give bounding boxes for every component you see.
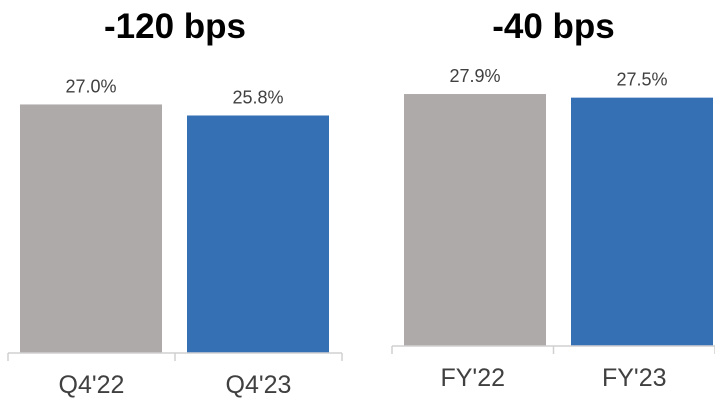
bar-fy-23 (571, 97, 713, 346)
bar-q4-23 (187, 115, 329, 354)
data-label-q4-22: 27.0% (65, 76, 116, 96)
data-label-fy-23: 27.5% (616, 70, 667, 90)
chart-panel-full-year: -40 bps 27.9% FY'22 27.5% FY'23 (391, 7, 715, 392)
tick-label-fy-23: FY'23 (602, 364, 667, 392)
chart-panel-quarter: -120 bps 27.0% Q4'22 25.8% Q4'23 (7, 7, 343, 399)
bar-fy-22 (404, 94, 546, 346)
bar-q4-22 (20, 104, 162, 353)
data-label-q4-23: 25.8% (232, 87, 283, 107)
data-label-fy-22: 27.9% (449, 66, 500, 86)
tick-label-fy-22: FY'22 (440, 364, 505, 392)
tick-label-q4-22: Q4'22 (59, 371, 125, 399)
chart-title-quarter: -120 bps (104, 7, 246, 46)
tick-label-q4-23: Q4'23 (226, 371, 292, 399)
chart-title-full-year: -40 bps (492, 7, 615, 46)
